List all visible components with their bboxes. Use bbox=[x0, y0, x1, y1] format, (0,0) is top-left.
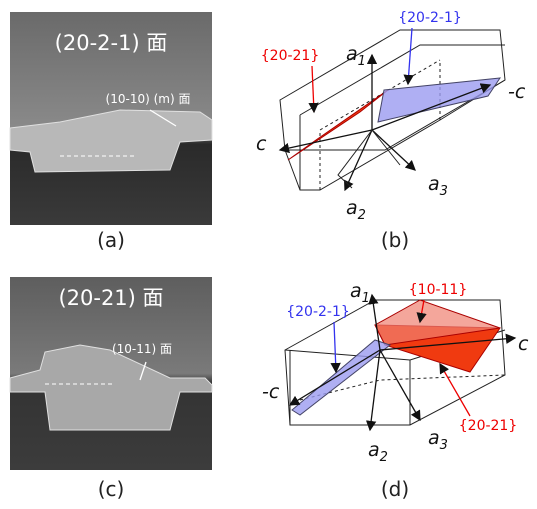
panel-title: (20-21) 面 bbox=[58, 286, 163, 310]
axis-lines bbox=[338, 130, 400, 188]
axis-label: a bbox=[428, 427, 440, 449]
annotation: (10-10) (m) 面 bbox=[106, 92, 191, 106]
panel-c: (20-21) 面 (10-11) 面 (c) bbox=[10, 277, 212, 501]
caption: (b) bbox=[381, 228, 409, 252]
plane-label: {10-11} bbox=[409, 282, 468, 298]
axis-subscript: 2 bbox=[358, 208, 366, 223]
pointer bbox=[334, 322, 336, 372]
caption: (a) bbox=[97, 228, 125, 252]
axis-subscript: 3 bbox=[440, 438, 448, 453]
annotation: (10-11) 面 bbox=[112, 342, 172, 356]
panel-d: {20-2-1} {10-11} {20-21} a1 a2 a3 c -c (… bbox=[262, 280, 529, 501]
axis-subscript: 3 bbox=[440, 184, 448, 199]
axis-label: a bbox=[346, 197, 358, 219]
axis-label: a2 bbox=[368, 439, 388, 465]
axis-label: a3 bbox=[428, 427, 448, 453]
plane-label: {20-2-1} bbox=[398, 10, 462, 26]
figure: (20-2-1) 面 (10-10) (m) 面 (a) {20-21} {20… bbox=[0, 0, 537, 509]
caption: (d) bbox=[381, 477, 409, 501]
axis-label: a1 bbox=[346, 43, 366, 69]
plane-blue bbox=[378, 78, 500, 122]
axis-label: a1 bbox=[350, 280, 370, 306]
plane-label: {20-21} bbox=[459, 418, 518, 434]
pointer bbox=[408, 28, 412, 84]
axis-label: a bbox=[368, 439, 380, 461]
axis-subscript: 2 bbox=[380, 450, 388, 465]
axis-label: a3 bbox=[428, 173, 448, 199]
panel-title: (20-2-1) 面 bbox=[55, 31, 168, 55]
axis-arrow bbox=[380, 350, 420, 420]
axis-label: a bbox=[428, 173, 440, 195]
axis-label: a bbox=[350, 280, 362, 302]
axis-label: c bbox=[518, 333, 529, 355]
panel-a: (20-2-1) 面 (10-10) (m) 面 (a) bbox=[10, 12, 212, 252]
pointer bbox=[440, 364, 470, 416]
pointer bbox=[312, 66, 314, 112]
axis-arrow bbox=[370, 350, 380, 430]
axis-label: a bbox=[346, 43, 358, 65]
caption: (c) bbox=[98, 477, 125, 501]
panel-b: {20-21} {20-2-1} a1 a2 a3 c -c (b) bbox=[256, 10, 526, 252]
axis-label: -c bbox=[508, 81, 526, 103]
axis-label: -c bbox=[262, 381, 280, 403]
plane-label: {20-21} bbox=[261, 48, 320, 64]
axis-subscript: 1 bbox=[358, 54, 366, 69]
plane-label: {20-2-1} bbox=[286, 304, 350, 320]
axis-subscript: 1 bbox=[362, 291, 370, 306]
axis-label: c bbox=[256, 133, 267, 155]
axis-label: a2 bbox=[346, 197, 366, 223]
